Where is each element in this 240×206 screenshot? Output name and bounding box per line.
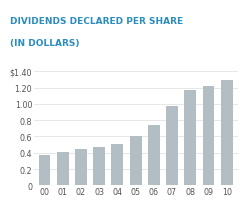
Text: DIVIDENDS DECLARED PER SHARE: DIVIDENDS DECLARED PER SHARE (10, 17, 183, 26)
Bar (57, 152, 69, 185)
Bar (203, 87, 214, 185)
Bar (39, 156, 50, 185)
Text: (IN DOLLARS): (IN DOLLARS) (10, 38, 79, 47)
Bar (148, 125, 160, 185)
Bar (130, 137, 142, 185)
Bar (221, 80, 233, 185)
Bar (111, 144, 123, 185)
Bar (184, 91, 196, 185)
Bar (93, 147, 105, 185)
Bar (75, 149, 87, 185)
Bar (166, 107, 178, 185)
